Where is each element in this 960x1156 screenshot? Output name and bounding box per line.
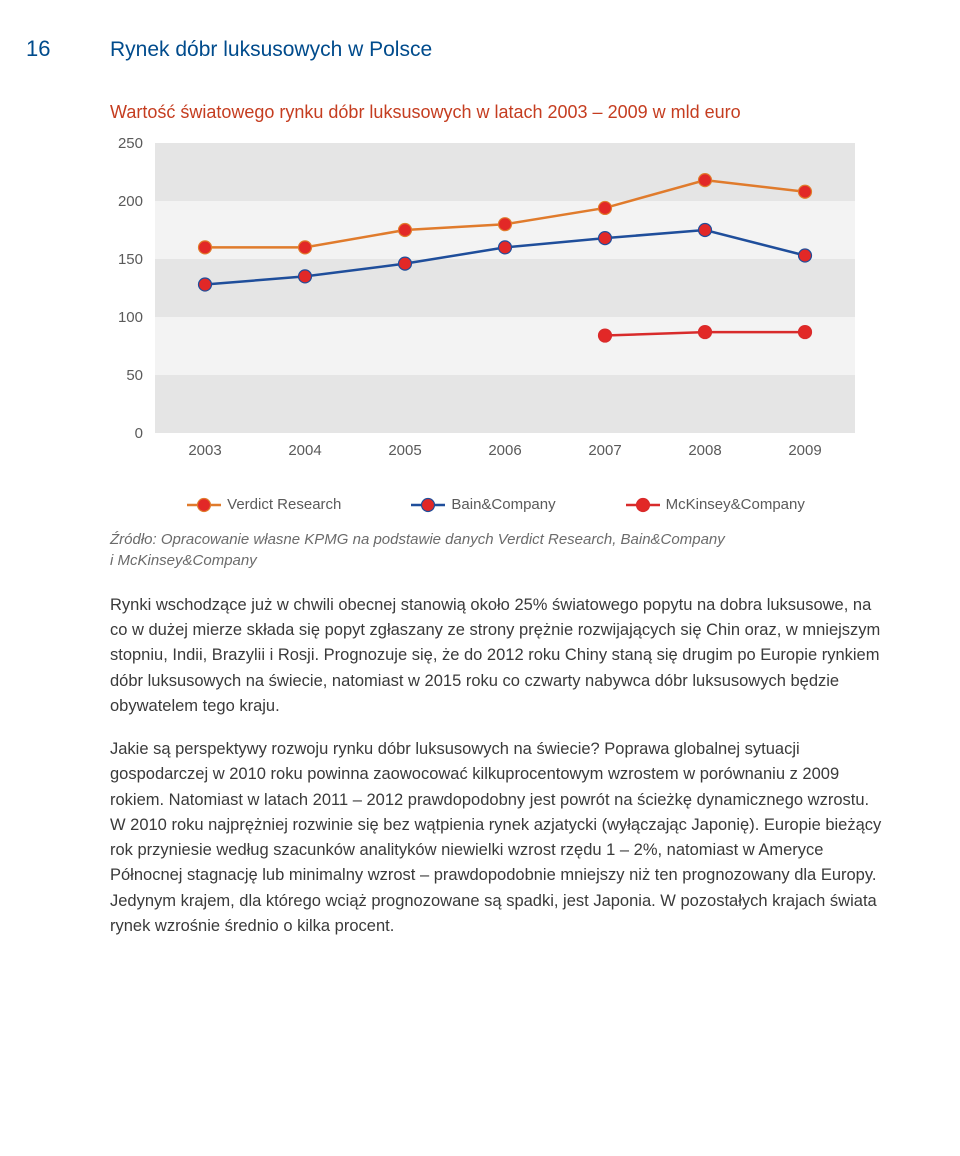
source-line: i McKinsey&Company [110, 552, 257, 569]
legend-label: Bain&Company [451, 496, 555, 513]
svg-text:2008: 2008 [688, 442, 721, 459]
line-chart: 0 50 100 150 200 250 2003 2004 2005 2006 2007 2008 2… [110, 137, 882, 468]
svg-text:50: 50 [126, 367, 143, 384]
legend-label: McKinsey&Company [666, 496, 805, 513]
svg-text:0: 0 [135, 425, 143, 442]
svg-text:100: 100 [118, 309, 143, 326]
paragraph: Jakie są perspektywy rozwoju rynku dóbr … [110, 737, 882, 939]
svg-text:2004: 2004 [288, 442, 321, 459]
svg-text:2009: 2009 [788, 442, 821, 459]
legend-label: Verdict Research [227, 496, 341, 513]
legend-item: Verdict Research [187, 496, 341, 513]
source-line: Źródło: Opracowanie własne KPMG na podst… [110, 531, 725, 548]
svg-text:200: 200 [118, 193, 143, 210]
svg-text:150: 150 [118, 251, 143, 268]
source-citation: Źródło: Opracowanie własne KPMG na podst… [110, 529, 882, 571]
legend-swatch-icon [187, 497, 221, 513]
svg-text:2007: 2007 [588, 442, 621, 459]
svg-text:2003: 2003 [188, 442, 221, 459]
chart-title: Wartość światowego rynku dóbr luksusowyc… [110, 102, 882, 123]
document-title: Rynek dóbr luksusowych w Polsce [110, 38, 432, 62]
chart-legend: Verdict Research Bain&Company McKinsey&Com… [110, 496, 882, 513]
paragraph: Rynki wschodzące już w chwili obecnej st… [110, 593, 882, 719]
body-text: Rynki wschodzące już w chwili obecnej st… [110, 593, 882, 939]
legend-item: Bain&Company [411, 496, 555, 513]
legend-swatch-icon [411, 497, 445, 513]
legend-swatch-icon [626, 497, 660, 513]
svg-text:2005: 2005 [388, 442, 421, 459]
svg-text:250: 250 [118, 137, 143, 152]
svg-text:2006: 2006 [488, 442, 521, 459]
page-number: 16 [26, 36, 50, 62]
legend-item: McKinsey&Company [626, 496, 805, 513]
